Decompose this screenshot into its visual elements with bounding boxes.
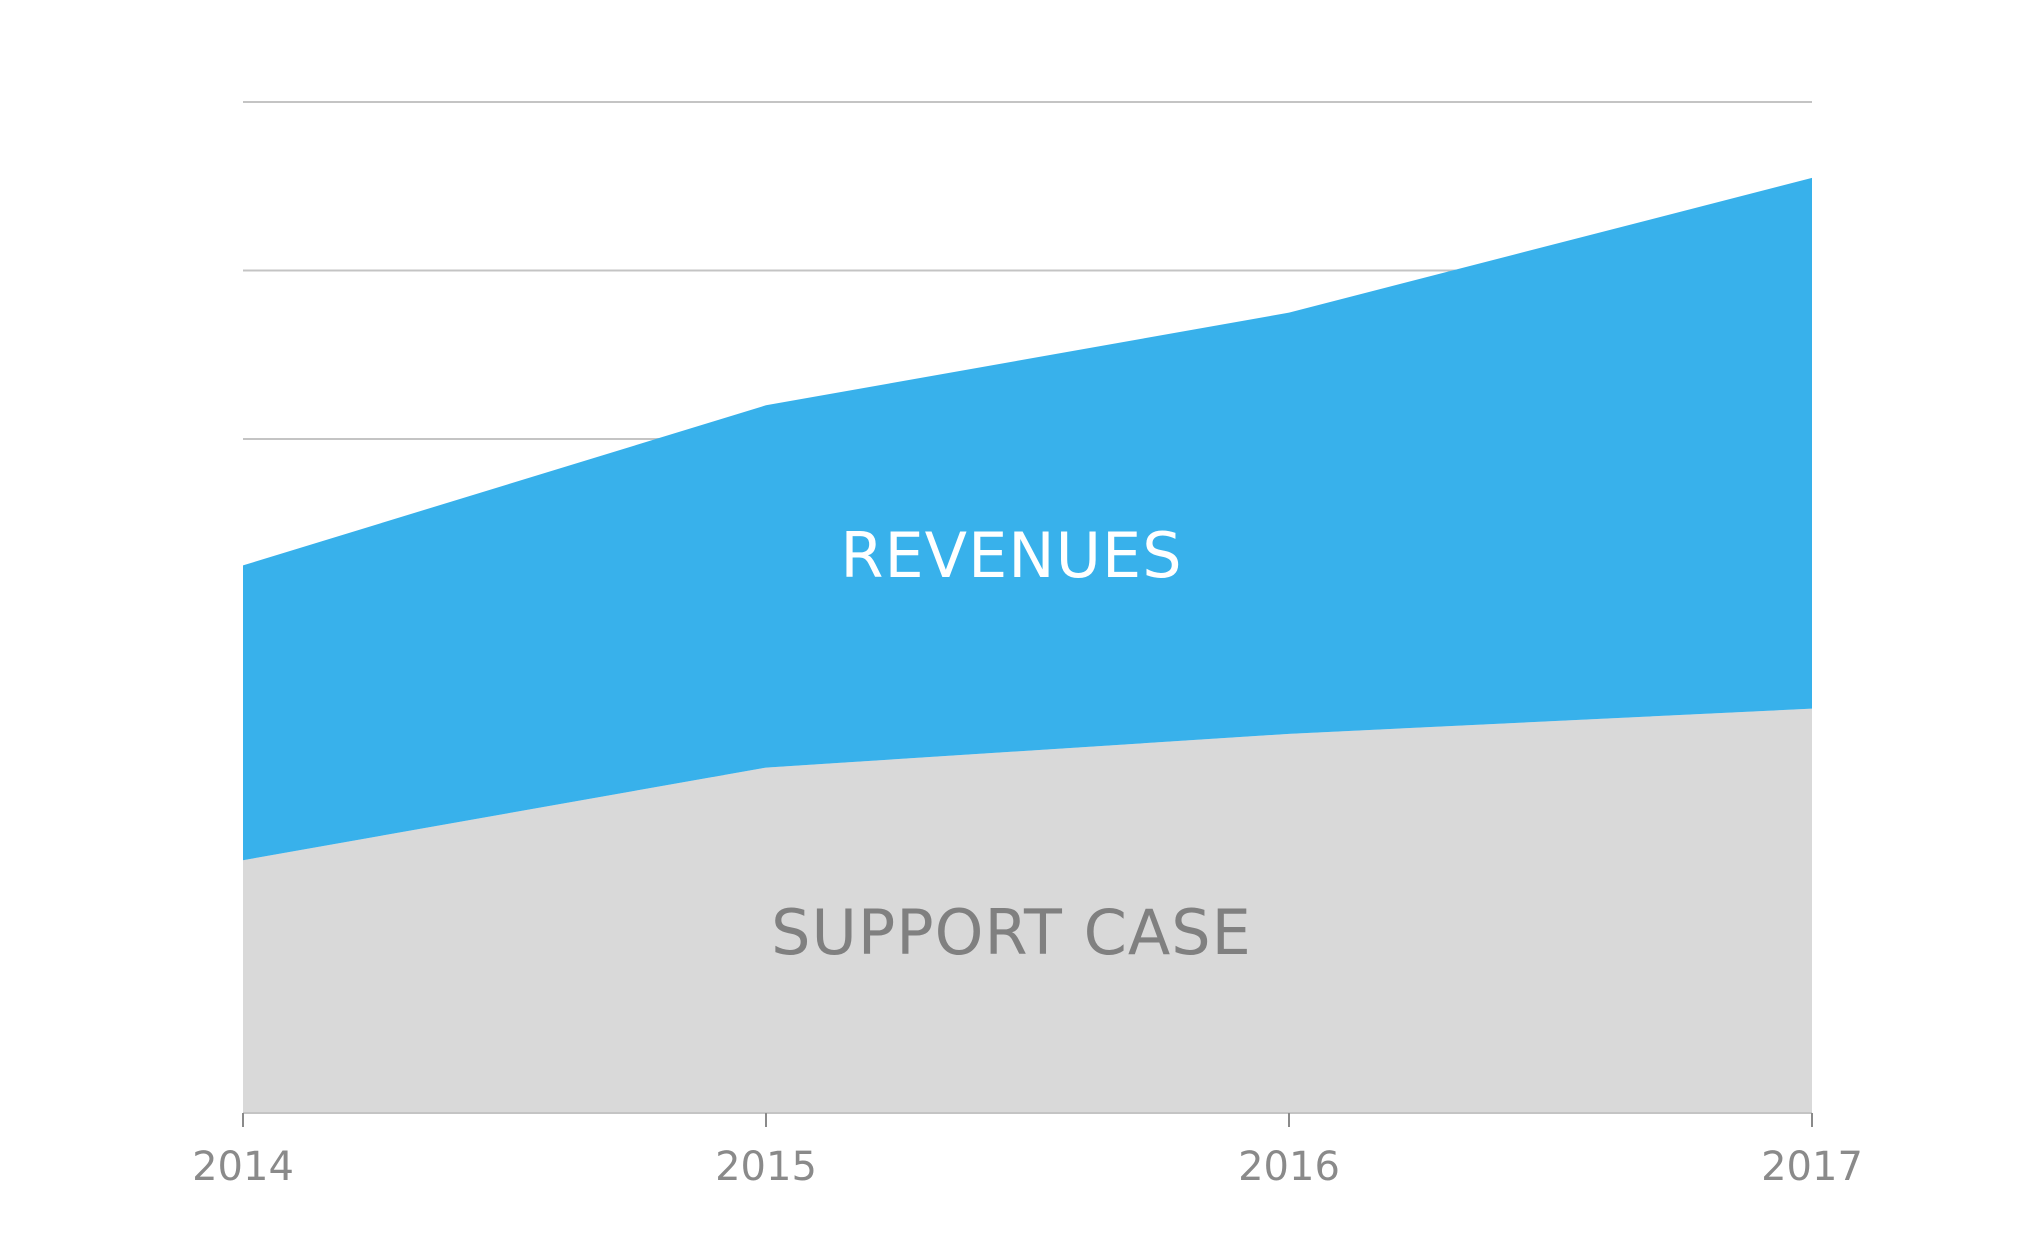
area-support-case [243,708,1812,1113]
x-tick-label-2017: 2017 [1761,1144,1863,1190]
x-tick-label-2014: 2014 [192,1144,294,1190]
area-revenues [243,177,1812,861]
x-tick-label-2015: 2015 [715,1144,817,1190]
series-label-support-case: SUPPORT CASE [771,896,1252,969]
area-series [243,177,1812,1113]
series-labels: SUPPORT CASE REVENUES [771,519,1252,969]
series-label-revenues: REVENUES [840,519,1182,592]
x-tick-label-2016: 2016 [1238,1144,1340,1190]
x-axis: 2014 2015 2016 2017 [192,1112,1863,1190]
